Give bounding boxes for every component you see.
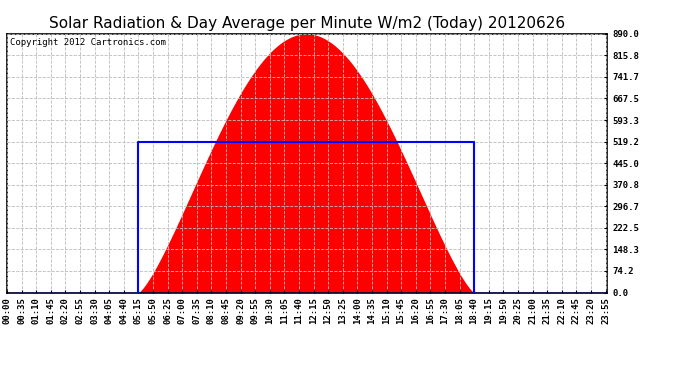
Text: Copyright 2012 Cartronics.com: Copyright 2012 Cartronics.com [10,38,166,46]
Title: Solar Radiation & Day Average per Minute W/m2 (Today) 20120626: Solar Radiation & Day Average per Minute… [49,16,565,31]
